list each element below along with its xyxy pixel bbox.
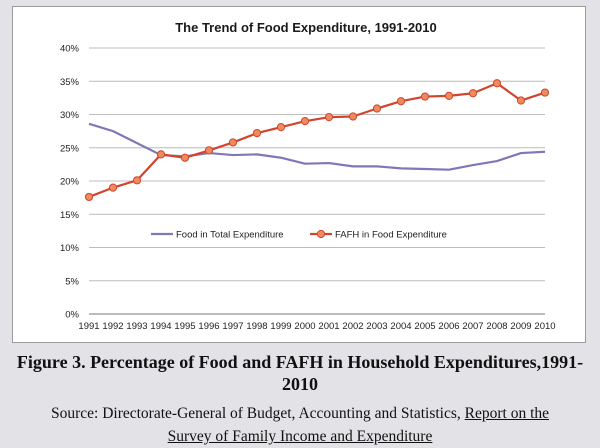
series-line bbox=[88, 122, 546, 171]
x-tick-label: 1992 bbox=[102, 321, 123, 332]
x-tick-label: 2005 bbox=[414, 321, 435, 332]
y-tick-label: 0% bbox=[65, 310, 79, 321]
data-point bbox=[444, 91, 454, 100]
chart-title: The Trend of Food Expenditure, 1991-2010 bbox=[175, 20, 437, 35]
gridlines bbox=[89, 47, 545, 315]
x-tick-label: 2010 bbox=[534, 321, 555, 332]
data-point bbox=[276, 123, 286, 132]
legend-label: FAFH in Food Expenditure bbox=[335, 230, 447, 241]
legend-label: Food in Total Expenditure bbox=[176, 230, 284, 241]
y-tick-label: 30% bbox=[60, 110, 80, 121]
x-tick-label: 2009 bbox=[510, 321, 531, 332]
y-tick-label: 20% bbox=[60, 177, 80, 188]
data-point bbox=[108, 183, 118, 192]
x-tick-label: 2002 bbox=[342, 321, 363, 332]
x-tick-label: 2000 bbox=[294, 321, 315, 332]
data-point bbox=[204, 146, 214, 155]
report-title-link[interactable]: Report on the bbox=[464, 405, 550, 422]
x-tick-label: 1999 bbox=[270, 321, 291, 332]
x-tick-label: 2003 bbox=[366, 321, 387, 332]
x-tick-label: 1996 bbox=[198, 321, 219, 332]
data-point bbox=[180, 153, 190, 162]
chart-frame: The Trend of Food Expenditure, 1991-2010… bbox=[12, 6, 586, 343]
x-tick-label: 2004 bbox=[390, 321, 411, 332]
y-tick-label: 5% bbox=[65, 276, 79, 287]
legend: Food in Total Expenditure FAFH in Food Ex… bbox=[151, 230, 447, 241]
x-tick-label: 2007 bbox=[462, 321, 483, 332]
data-point bbox=[132, 176, 142, 185]
source-prefix: Source: Directorate-General of Budget, A… bbox=[50, 405, 465, 422]
y-tick-label: 10% bbox=[60, 243, 80, 254]
data-point bbox=[84, 192, 94, 202]
data-point bbox=[540, 88, 550, 97]
figure-caption-block: Figure 3. Percentage of Food and FAFH in… bbox=[0, 351, 600, 448]
y-tick-label: 15% bbox=[60, 210, 80, 221]
data-point bbox=[396, 97, 406, 106]
data-point bbox=[516, 96, 526, 105]
x-tick-label: 1994 bbox=[150, 321, 171, 332]
y-axis-ticks: 0% 5% 10% 15% 20% 25% 30% 35% 40% bbox=[60, 44, 80, 321]
data-point bbox=[228, 138, 238, 147]
x-tick-label: 2006 bbox=[438, 321, 459, 332]
figure-caption: Figure 3. Percentage of Food and FAFH in… bbox=[16, 352, 584, 394]
data-point bbox=[492, 79, 502, 88]
line-chart: The Trend of Food Expenditure, 1991-2010… bbox=[60, 20, 556, 332]
series-line bbox=[88, 82, 546, 198]
x-tick-label: 1995 bbox=[174, 321, 195, 332]
data-point bbox=[252, 129, 262, 138]
x-tick-label: 1993 bbox=[126, 321, 147, 332]
series-2 bbox=[84, 79, 550, 202]
y-tick-label: 25% bbox=[60, 143, 80, 154]
data-point bbox=[372, 104, 382, 113]
x-tick-label: 2001 bbox=[318, 321, 339, 332]
x-tick-label: 2008 bbox=[486, 321, 507, 332]
data-point bbox=[324, 113, 334, 122]
data-point bbox=[420, 92, 430, 101]
y-tick-label: 35% bbox=[60, 77, 80, 88]
data-point bbox=[156, 150, 166, 159]
y-tick-label: 40% bbox=[60, 44, 80, 55]
x-axis-ticks: 1991 1992 1993 1994 1995 1996 1997 1998 1999 2000… bbox=[78, 321, 555, 332]
data-point bbox=[300, 117, 310, 126]
x-tick-label: 1998 bbox=[246, 321, 267, 332]
data-point bbox=[468, 89, 478, 98]
x-tick-label: 1997 bbox=[222, 321, 243, 332]
legend-marker bbox=[316, 229, 326, 239]
data-point bbox=[348, 112, 358, 121]
x-tick-label: 1991 bbox=[78, 321, 99, 332]
series-layer bbox=[84, 79, 550, 202]
series-1 bbox=[88, 122, 546, 171]
source-line: Source: Directorate-General of Budget, A… bbox=[0, 402, 600, 448]
